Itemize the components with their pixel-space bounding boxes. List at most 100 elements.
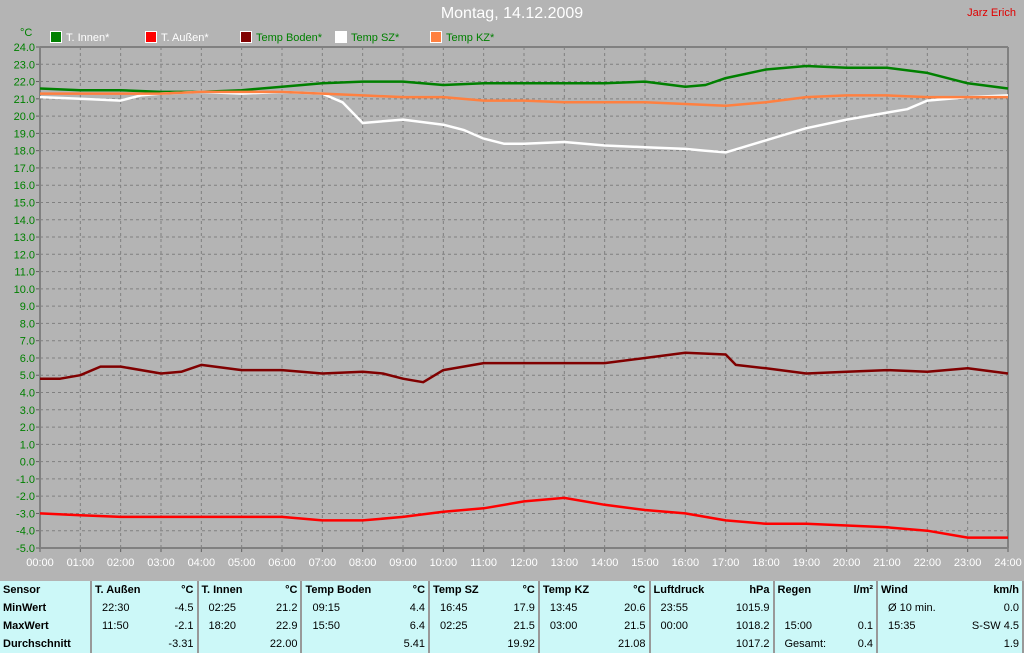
- x-tick-label: 21:00: [873, 557, 901, 569]
- cell-label: Luftdruck: [653, 584, 705, 596]
- x-tick-label: 22:00: [914, 557, 942, 569]
- x-tick-label: 15:00: [631, 557, 659, 569]
- cell-value: km/h: [954, 581, 1024, 599]
- y-tick-label: 19.0: [14, 128, 35, 140]
- legend-swatch: [50, 31, 62, 43]
- cell-value: -4.5: [157, 599, 199, 617]
- cell-label: 09:15: [312, 602, 340, 614]
- x-tick-label: 20:00: [833, 557, 861, 569]
- cell-label: 22:30: [102, 602, 130, 614]
- cell-label: 15:00: [784, 620, 813, 632]
- legend-label: T. Außen*: [161, 32, 209, 44]
- legend-swatch: [145, 31, 157, 43]
- cell-value: 21.5: [605, 617, 651, 635]
- cell-label: Ø 10 min.: [888, 602, 936, 614]
- cell-label: Wind: [881, 584, 908, 596]
- chart-title: Montag, 14.12.2009: [440, 5, 584, 22]
- table-row: Durchschnitt -3.31 22.00 5.41 19.92 21.08 1017…: [0, 635, 1024, 653]
- y-tick-label: -5.0: [16, 543, 35, 555]
- cell-value: 6.4: [393, 617, 431, 635]
- cell-label: T. Innen: [201, 584, 243, 596]
- x-tick-label: 17:00: [712, 557, 740, 569]
- y-tick-label: 1.0: [20, 439, 35, 451]
- y-tick-label: -2.0: [16, 491, 35, 503]
- cell-value: 22.9: [257, 617, 303, 635]
- cell-label: Gesamt:: [784, 638, 827, 650]
- y-tick-label: 4.0: [20, 388, 35, 400]
- cell-value: -3.31: [157, 635, 199, 653]
- cell-label: [539, 635, 606, 653]
- y-tick-label: 24.0: [14, 42, 35, 54]
- legend-item: T. Außen*: [145, 31, 209, 44]
- x-tick-label: 23:00: [954, 557, 982, 569]
- series-line-1: [39, 496, 1008, 539]
- x-tick-label: 03:00: [147, 557, 175, 569]
- cell-label: 02:25: [208, 602, 237, 614]
- cell-label: [774, 599, 844, 617]
- legend-swatch: [430, 31, 442, 43]
- x-tick-label: 11:00: [470, 557, 497, 569]
- cell-value: 19.92: [495, 635, 540, 653]
- legend-label: Temp SZ*: [351, 32, 400, 44]
- cell-label: T. Außen: [95, 584, 141, 596]
- legend-item: T. Innen*: [50, 31, 109, 44]
- y-tick-label: 13.0: [14, 232, 35, 244]
- cell-value: -2.1: [157, 617, 199, 635]
- cell-value: °C: [157, 581, 199, 599]
- author-label: Jarz Erich: [967, 7, 1016, 19]
- cell-label: 15:35: [888, 620, 916, 632]
- cell-label: Temp KZ: [542, 584, 590, 596]
- cell-value: 4.4: [393, 599, 431, 617]
- cell-label: Regen: [777, 584, 812, 596]
- cell-label: 16:45: [440, 602, 468, 614]
- cell-label: 18:20: [208, 620, 237, 632]
- cell-label: [198, 635, 258, 653]
- cell-label: 15:50: [312, 620, 340, 632]
- y-tick-label: 10.0: [14, 284, 35, 296]
- cell-value: 0.0: [954, 599, 1024, 617]
- y-tick-label: -1.0: [16, 474, 35, 486]
- cell-label: [650, 635, 723, 653]
- y-tick-label: 11.0: [14, 267, 35, 279]
- cell-label: 00:00: [660, 620, 689, 632]
- y-tick-label: 9.0: [20, 301, 35, 313]
- legend-item: Temp SZ*: [335, 31, 399, 44]
- cell-label: 23:55: [660, 602, 689, 614]
- table-row: MaxWert 11:50 -2.1 18:20 22.9 15:50 6.4 02:25 21…: [0, 617, 1024, 635]
- y-tick-label: 17.0: [14, 163, 35, 175]
- y-tick-label: 0.0: [20, 457, 35, 469]
- x-tick-label: 10:00: [430, 557, 458, 569]
- x-tick-label: 02:00: [107, 557, 135, 569]
- cell-value: 20.6: [605, 599, 651, 617]
- x-tick-label: 00:00: [26, 557, 54, 569]
- x-tick-label: 07:00: [309, 557, 337, 569]
- cell-value: S-SW 4.5: [954, 617, 1024, 635]
- cell-label: 11:50: [102, 620, 129, 632]
- x-tick-label: 13:00: [551, 557, 579, 569]
- cell-value: 0.1: [843, 617, 879, 635]
- cell-label: [301, 635, 393, 653]
- series-line-2: [40, 351, 1009, 384]
- x-tick-label: 16:00: [672, 557, 700, 569]
- y-tick-label: 15.0: [14, 197, 35, 209]
- cell-value: 0.4: [843, 635, 879, 653]
- x-tick-label: 08:00: [349, 557, 377, 569]
- legend-swatch: [240, 31, 252, 43]
- cell-label: Temp SZ: [433, 584, 479, 596]
- table-row: Sensor T. Außen °C T. Innen °C Temp Boden °C Te…: [0, 581, 1024, 599]
- table-row: MinWert 22:30 -4.5 02:25 21.2 09:15 4.4 16:45 17…: [0, 599, 1024, 617]
- y-axis-label: °C: [20, 27, 32, 39]
- row-label: Sensor: [0, 581, 92, 599]
- cell-value: hPa: [722, 581, 775, 599]
- cell-value: °C: [605, 581, 651, 599]
- x-tick-label: 19:00: [793, 557, 821, 569]
- cell-label: 02:25: [440, 620, 468, 632]
- legend-label: Temp Boden*: [256, 32, 323, 44]
- y-tick-label: 23.0: [14, 59, 35, 71]
- x-tick-label: 01:00: [67, 557, 95, 569]
- y-tick-label: 3.0: [20, 405, 35, 417]
- cell-value: °C: [393, 581, 431, 599]
- cell-value: 1.9: [954, 635, 1024, 653]
- y-tick-label: 14.0: [14, 215, 35, 227]
- x-tick-label: 06:00: [268, 557, 296, 569]
